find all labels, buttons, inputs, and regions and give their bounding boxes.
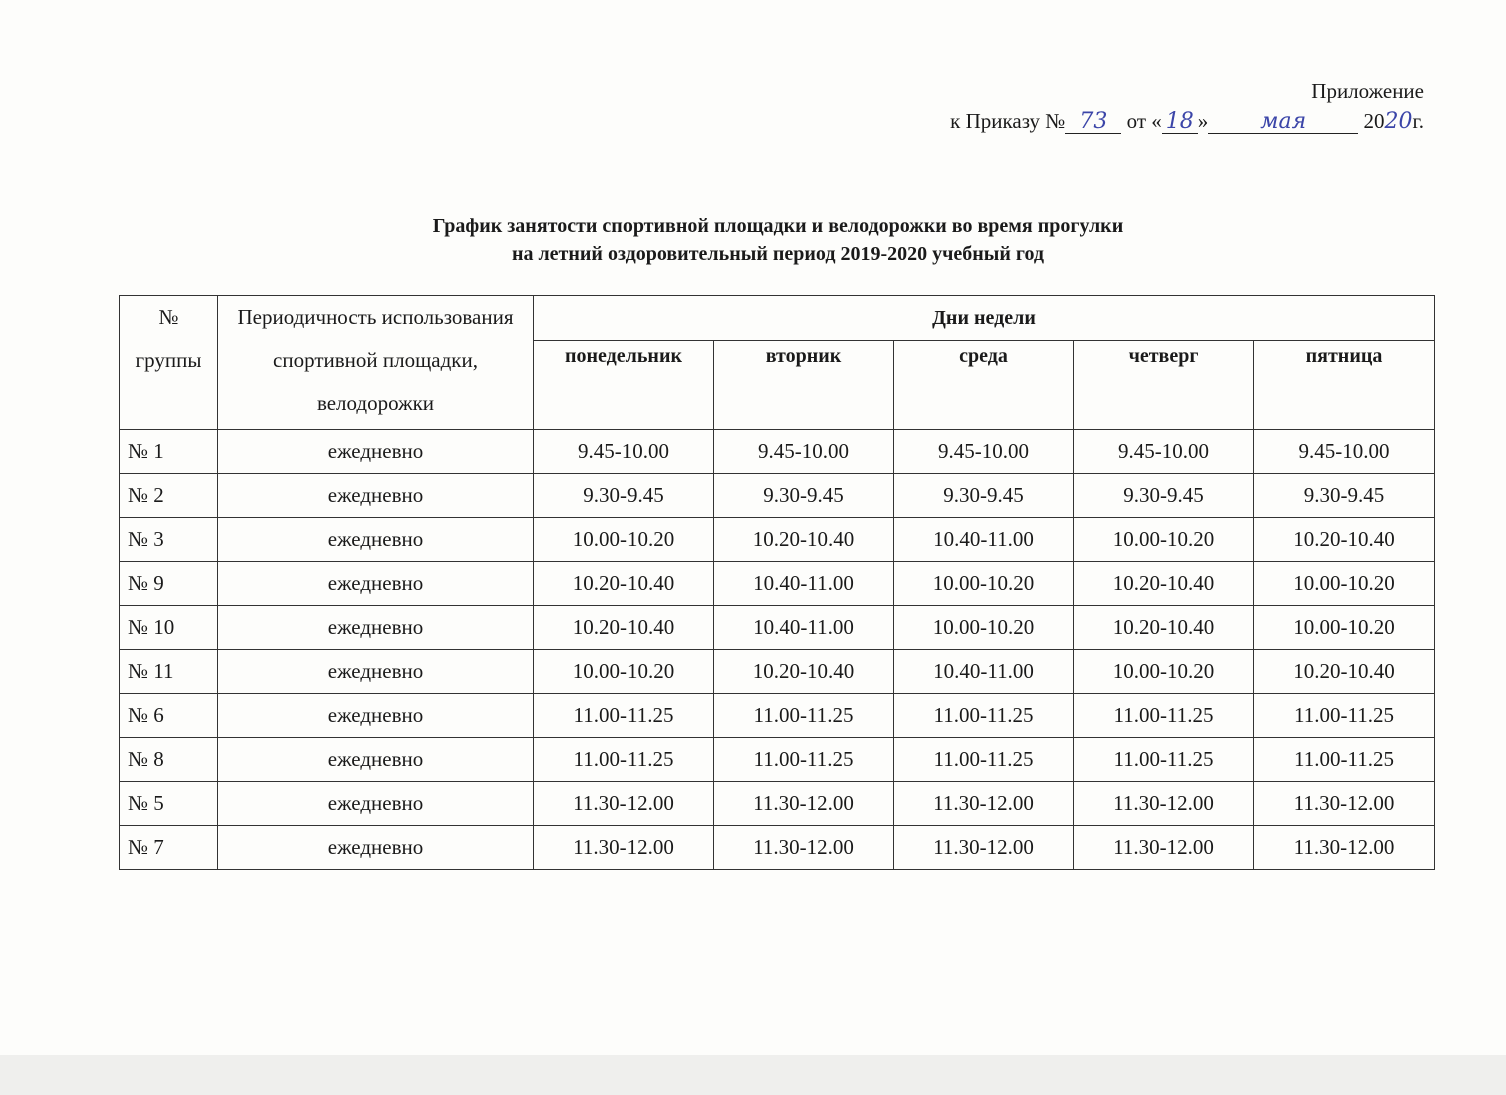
time-cell: 10.40-11.00 (713, 561, 894, 606)
time-cell: 11.00-11.25 (893, 693, 1074, 738)
time-cell: 9.45-10.00 (1073, 429, 1254, 474)
table-row: № 5 ежедневно 11.30-12.00 11.30-12.00 11.30-… (119, 781, 1435, 826)
table-row: № 2 ежедневно 9.30-9.45 9.30-9.45 9.30-9.45 9… (119, 473, 1435, 518)
order-year: 20 (1384, 109, 1413, 134)
time-cell: 10.40-11.00 (893, 517, 1074, 562)
time-cell: 11.00-11.25 (713, 693, 894, 738)
time-cell: 9.30-9.45 (713, 473, 894, 518)
group-cell: № 3 (119, 517, 218, 562)
table-row: № 10 ежедневно 10.20-10.40 10.40-11.00 10.00… (119, 605, 1435, 650)
time-cell: 11.00-11.25 (1253, 737, 1435, 782)
time-cell: 11.30-12.00 (893, 825, 1074, 870)
time-cell: 10.00-10.20 (1073, 517, 1254, 562)
order-reference: к Приказу № 73 от «18» мая 2020г. (950, 109, 1424, 134)
time-cell: 11.00-11.25 (1253, 693, 1435, 738)
header-day: вторник (713, 340, 894, 430)
group-cell: № 2 (119, 473, 218, 518)
group-cell: № 9 (119, 561, 218, 606)
header-day: понедельник (533, 340, 714, 430)
period-cell: ежедневно (217, 473, 534, 518)
header-period: Периодичность использования спортивной п… (217, 295, 534, 430)
time-cell: 10.20-10.40 (1073, 561, 1254, 606)
time-cell: 10.00-10.20 (1253, 605, 1435, 650)
time-cell: 9.30-9.45 (893, 473, 1074, 518)
time-cell: 11.30-12.00 (893, 781, 1074, 826)
header-day: четверг (1073, 340, 1254, 430)
appendix-header: Приложение к Приказу № 73 от «18» мая 2020… (950, 76, 1424, 137)
time-cell: 11.30-12.00 (1073, 825, 1254, 870)
time-cell: 9.45-10.00 (893, 429, 1074, 474)
time-cell: 10.20-10.40 (713, 517, 894, 562)
time-cell: 10.40-11.00 (893, 649, 1074, 694)
period-cell: ежедневно (217, 737, 534, 782)
time-cell: 11.00-11.25 (1073, 737, 1254, 782)
time-cell: 11.00-11.25 (533, 693, 714, 738)
table-row: № 3 ежедневно 10.00-10.20 10.20-10.40 10.40-… (119, 517, 1435, 562)
time-cell: 9.30-9.45 (1253, 473, 1435, 518)
time-cell: 9.30-9.45 (533, 473, 714, 518)
time-cell: 11.30-12.00 (713, 781, 894, 826)
time-cell: 10.40-11.00 (713, 605, 894, 650)
order-day: 18 (1161, 111, 1198, 134)
appendix-label: Приложение (1311, 79, 1424, 103)
time-cell: 10.00-10.20 (533, 517, 714, 562)
table-row: № 6 ежедневно 11.00-11.25 11.00-11.25 11.00-… (119, 693, 1435, 738)
period-cell: ежедневно (217, 429, 534, 474)
time-cell: 10.00-10.20 (893, 605, 1074, 650)
table-row: № 8 ежедневно 11.00-11.25 11.00-11.25 11.00-… (119, 737, 1435, 782)
group-cell: № 5 (119, 781, 218, 826)
document-title: График занятости спортивной площадки и в… (432, 215, 1124, 265)
time-cell: 11.00-11.25 (1073, 693, 1254, 738)
time-cell: 10.20-10.40 (1253, 517, 1435, 562)
period-cell: ежедневно (217, 561, 534, 606)
group-cell: № 6 (119, 693, 218, 738)
time-cell: 10.00-10.20 (533, 649, 714, 694)
time-cell: 9.30-9.45 (1073, 473, 1254, 518)
time-cell: 10.00-10.20 (1253, 561, 1435, 606)
period-cell: ежедневно (217, 649, 534, 694)
order-month: мая (1208, 111, 1359, 134)
group-cell: № 10 (119, 605, 218, 650)
schedule-table: № группы Периодичность использования спо… (119, 295, 1435, 870)
time-cell: 10.20-10.40 (713, 649, 894, 694)
time-cell: 11.30-12.00 (713, 825, 894, 870)
period-cell: ежедневно (217, 605, 534, 650)
group-cell: № 11 (119, 649, 218, 694)
time-cell: 11.30-12.00 (533, 781, 714, 826)
period-cell: ежедневно (217, 781, 534, 826)
time-cell: 11.00-11.25 (893, 737, 1074, 782)
header-days: Дни недели (533, 295, 1435, 341)
table-row: № 7 ежедневно 11.30-12.00 11.30-12.00 11.30-… (119, 825, 1435, 870)
header-day: среда (893, 340, 1074, 430)
period-cell: ежедневно (217, 693, 534, 738)
time-cell: 11.30-12.00 (1253, 781, 1435, 826)
period-cell: ежедневно (217, 517, 534, 562)
time-cell: 10.00-10.20 (1073, 649, 1254, 694)
time-cell: 9.45-10.00 (713, 429, 894, 474)
group-cell: № 1 (119, 429, 218, 474)
time-cell: 11.00-11.25 (533, 737, 714, 782)
period-cell: ежедневно (217, 825, 534, 870)
table-row: № 1 ежедневно 9.45-10.00 9.45-10.00 9.45-10.… (119, 429, 1435, 474)
time-cell: 10.20-10.40 (533, 605, 714, 650)
time-cell: 11.00-11.25 (713, 737, 894, 782)
scan-edge (0, 1055, 1506, 1095)
header-group: № группы (119, 295, 218, 430)
time-cell: 9.45-10.00 (1253, 429, 1435, 474)
time-cell: 11.30-12.00 (1253, 825, 1435, 870)
table-row: № 11 ежедневно 10.00-10.20 10.20-10.40 10.40… (119, 649, 1435, 694)
time-cell: 10.20-10.40 (1253, 649, 1435, 694)
time-cell: 11.30-12.00 (1073, 781, 1254, 826)
time-cell: 10.20-10.40 (1073, 605, 1254, 650)
order-number: 73 (1065, 111, 1122, 134)
group-cell: № 7 (119, 825, 218, 870)
time-cell: 10.20-10.40 (533, 561, 714, 606)
header-day: пятница (1253, 340, 1435, 430)
time-cell: 9.45-10.00 (533, 429, 714, 474)
time-cell: 11.30-12.00 (533, 825, 714, 870)
group-cell: № 8 (119, 737, 218, 782)
table-row: № 9 ежедневно 10.20-10.40 10.40-11.00 10.00-… (119, 561, 1435, 606)
time-cell: 10.00-10.20 (893, 561, 1074, 606)
